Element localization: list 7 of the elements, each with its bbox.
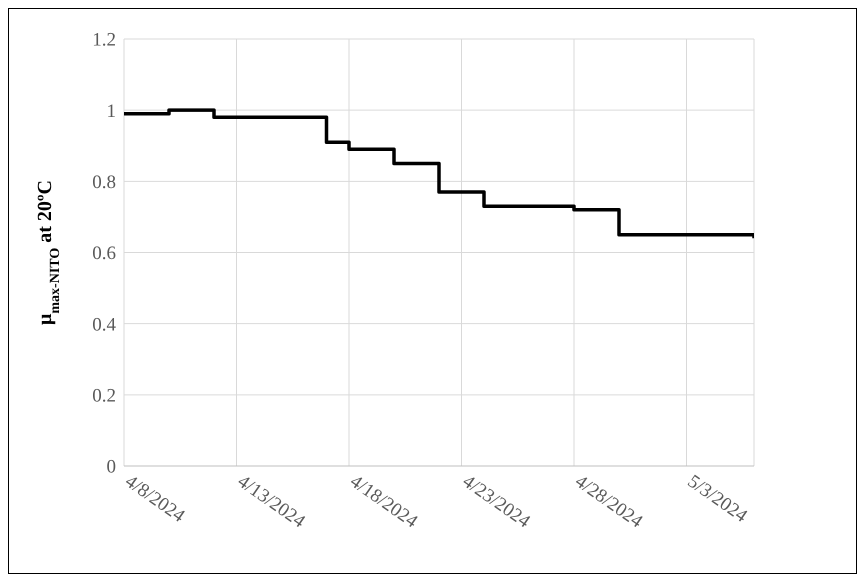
y-tick-label: 0 xyxy=(106,456,116,478)
y-tick-label: 0.8 xyxy=(92,172,116,194)
y-tick-label: 0.2 xyxy=(92,386,116,407)
y-tick-label: 0.6 xyxy=(92,243,116,264)
y-tick-label: 1 xyxy=(106,100,116,122)
y-tick-label: 1.2 xyxy=(92,30,116,51)
y-tick-label: 0.4 xyxy=(92,314,116,336)
